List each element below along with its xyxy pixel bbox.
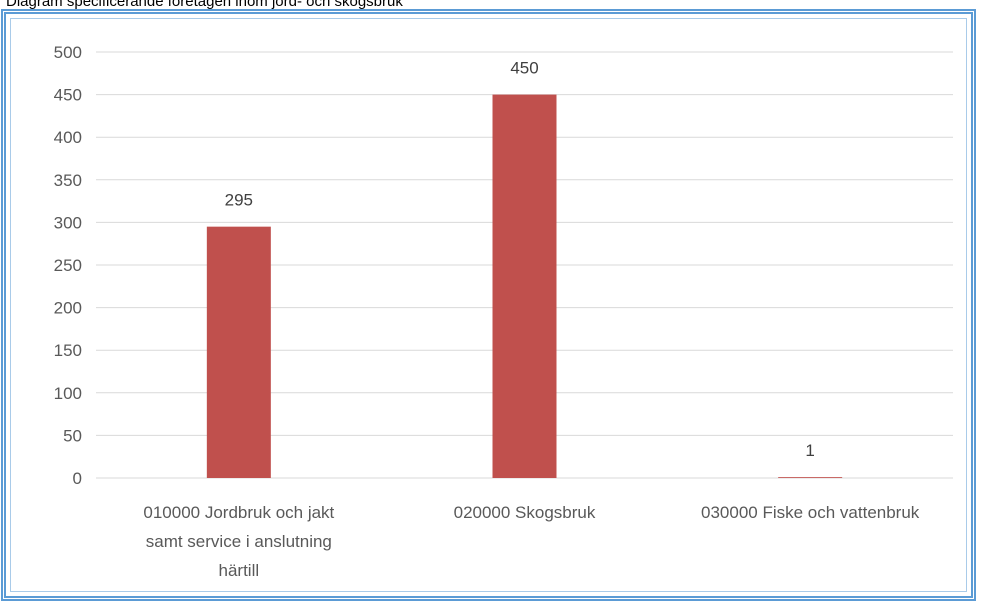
bar-2 xyxy=(492,94,557,478)
category-label-2-line-1: 020000 Skogsbruk xyxy=(454,503,596,522)
category-label-1-line-1: 010000 Jordbruk och jakt xyxy=(143,503,334,522)
chart-frame xyxy=(1,9,976,601)
y-tick-label-100: 100 xyxy=(54,384,82,403)
data-labels: 295 450 1 xyxy=(225,59,815,461)
y-tick-label-50: 50 xyxy=(63,426,82,445)
data-label-3: 1 xyxy=(805,441,814,460)
y-tick-label-0: 0 xyxy=(73,469,82,488)
data-label-2: 450 xyxy=(510,59,538,78)
bar-1 xyxy=(206,226,271,478)
y-tick-label-200: 200 xyxy=(54,299,82,318)
y-tick-label-450: 450 xyxy=(54,86,82,105)
chart-caption: Diagram specificerande företagen inom jo… xyxy=(6,0,403,10)
y-tick-label-350: 350 xyxy=(54,171,82,190)
category-label-1-line-2: samt service i anslutning xyxy=(146,532,332,551)
y-tick-label-400: 400 xyxy=(54,128,82,147)
y-tick-label-300: 300 xyxy=(54,213,82,232)
x-axis-category-labels: 010000 Jordbruk och jakt samt service i a… xyxy=(143,503,919,580)
y-axis-tick-labels: 0 50 100 150 200 250 300 350 400 450 500 xyxy=(54,43,82,488)
data-label-1: 295 xyxy=(225,191,253,210)
category-label-1-line-3: härtill xyxy=(219,561,260,580)
y-tick-label-500: 500 xyxy=(54,43,82,62)
bar-3 xyxy=(778,477,843,478)
category-label-3-line-1: 030000 Fiske och vattenbruk xyxy=(701,503,920,522)
bars xyxy=(206,94,843,478)
y-tick-label-250: 250 xyxy=(54,256,82,275)
chart-frame-inner-border xyxy=(10,18,967,592)
y-tick-label-150: 150 xyxy=(54,341,82,360)
